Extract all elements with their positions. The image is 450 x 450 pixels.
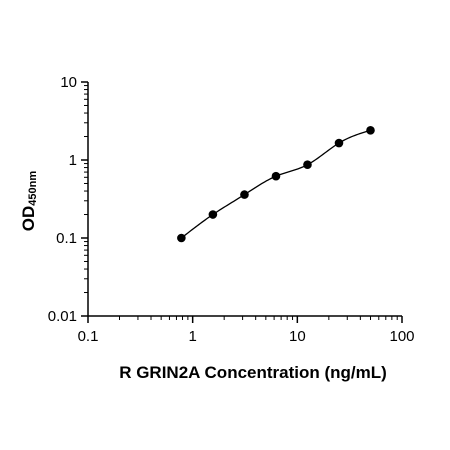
data-point: [271, 171, 281, 181]
y-tick-label: 0.1: [56, 230, 77, 247]
data-point: [177, 233, 186, 243]
y-tick-label: 0.01: [48, 308, 77, 325]
y-axis-title-subscript: 450nm: [27, 171, 39, 206]
y-tick-label: 10: [60, 74, 77, 91]
data-point: [334, 138, 344, 148]
data-point: [366, 126, 375, 135]
x-tick-label: 100: [389, 328, 414, 345]
fit-curve: [180, 129, 371, 239]
y-axis-title-main: OD: [19, 206, 38, 232]
x-tick-label: 10: [289, 328, 306, 345]
x-axis-title: R GRIN2A Concentration (ng/mL): [119, 363, 387, 382]
y-tick-label: 1: [69, 152, 77, 169]
data-point: [208, 210, 218, 219]
data-point: [303, 160, 312, 170]
data-points: [177, 126, 375, 243]
plot-axes: [87, 82, 402, 317]
data-point: [240, 190, 249, 199]
x-tick-label: 1: [188, 328, 196, 345]
x-tick-label: 0.1: [78, 328, 99, 345]
y-axis-title: OD450nm: [19, 171, 39, 232]
